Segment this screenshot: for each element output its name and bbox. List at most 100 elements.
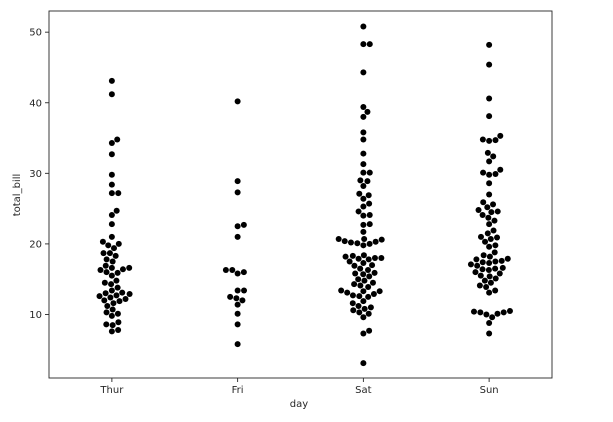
data-point-thur (126, 264, 133, 271)
data-point-sat (346, 258, 353, 265)
data-point-thur (119, 266, 126, 273)
data-point-sun (486, 243, 493, 250)
data-point-sun (500, 309, 507, 316)
data-point-sat (360, 360, 367, 367)
data-point-fri (234, 270, 241, 277)
data-point-sat (360, 103, 367, 110)
data-point-sat (352, 270, 359, 277)
data-point-sun (486, 319, 493, 326)
data-point-sun (474, 262, 481, 269)
data-point-sat (360, 228, 367, 235)
data-point-fri (234, 233, 241, 240)
data-point-sat (361, 277, 368, 284)
data-point-sat (355, 303, 362, 310)
data-point-fri (239, 297, 246, 304)
data-point-sun (484, 204, 491, 211)
data-point-sat (356, 309, 363, 316)
data-point-sat (366, 240, 373, 247)
data-points (96, 23, 513, 367)
data-point-sun (491, 217, 498, 224)
data-point-sat (371, 269, 378, 276)
x-tick-label-thur: Thur (99, 385, 124, 396)
data-point-sun (496, 270, 503, 277)
data-point-thur (108, 272, 115, 279)
data-point-thur (114, 310, 121, 317)
data-point-thur (103, 269, 110, 276)
data-point-sun (494, 208, 501, 215)
data-point-sun (492, 258, 499, 265)
data-point-sun (479, 136, 486, 143)
data-point-thur (101, 297, 108, 304)
data-point-fri (234, 223, 241, 230)
data-point-thur (108, 221, 115, 228)
data-point-thur (108, 151, 115, 158)
data-point-sun (477, 272, 484, 279)
data-point-thur (108, 171, 115, 178)
data-point-sun (485, 214, 492, 221)
data-point-sat (360, 161, 367, 168)
data-point-sun (498, 257, 505, 264)
data-point-thur (109, 306, 116, 313)
data-point-thur (108, 190, 115, 197)
data-point-sat (370, 291, 377, 298)
data-point-sat (335, 235, 342, 242)
data-point-thur (96, 293, 103, 300)
data-point-fri (240, 221, 247, 228)
data-point-sat (367, 304, 374, 311)
data-point-sat (360, 195, 367, 202)
y-axis: 10 20 30 40 50 (29, 28, 49, 321)
data-point-sat (354, 240, 361, 247)
data-point-sun (486, 259, 493, 266)
data-point-sat (372, 238, 379, 245)
data-point-sun (475, 207, 482, 214)
data-point-sun (491, 249, 498, 256)
data-point-sun (480, 169, 487, 176)
data-point-sat (360, 242, 367, 249)
data-point-sat (356, 190, 363, 197)
data-point-thur (103, 321, 110, 328)
data-point-thur (108, 139, 115, 146)
data-point-thur (108, 287, 115, 294)
data-point-sun (494, 310, 501, 317)
data-point-fri (241, 287, 248, 294)
data-point-thur (113, 277, 120, 284)
data-point-sun (487, 235, 494, 242)
data-point-thur (108, 264, 115, 271)
data-point-sun (486, 158, 493, 165)
data-point-sun (488, 209, 495, 216)
data-point-sat (341, 238, 348, 245)
data-point-sun (492, 171, 499, 178)
y-tick-label: 50 (29, 28, 42, 39)
data-point-fri (229, 267, 236, 274)
data-point-sat (365, 256, 372, 263)
data-point-sun (486, 180, 493, 187)
plot-area (48, 10, 553, 379)
data-point-sun (479, 259, 486, 266)
data-point-thur (115, 327, 122, 334)
data-point-sun (467, 261, 474, 268)
data-point-sun (480, 199, 487, 206)
data-point-sun (492, 287, 499, 294)
data-point-fri (227, 293, 234, 300)
data-point-sun (492, 137, 499, 144)
data-point-thur (115, 190, 122, 197)
data-point-thur (100, 250, 107, 257)
data-point-sat (360, 150, 367, 157)
data-point-sat (361, 235, 368, 242)
data-point-sat (366, 327, 373, 334)
data-point-sun (479, 211, 486, 218)
data-point-thur (108, 181, 115, 188)
data-point-sat (371, 255, 378, 262)
data-point-thur (108, 233, 115, 240)
data-point-fri (234, 310, 241, 317)
data-point-sat (347, 239, 354, 246)
data-point-thur (110, 245, 117, 252)
data-point-thur (126, 291, 133, 298)
data-point-sun (490, 227, 497, 234)
data-point-thur (114, 136, 121, 143)
data-point-sat (365, 293, 372, 300)
data-point-thur (97, 267, 104, 274)
data-point-thur (108, 312, 115, 319)
data-point-sat (365, 310, 372, 317)
